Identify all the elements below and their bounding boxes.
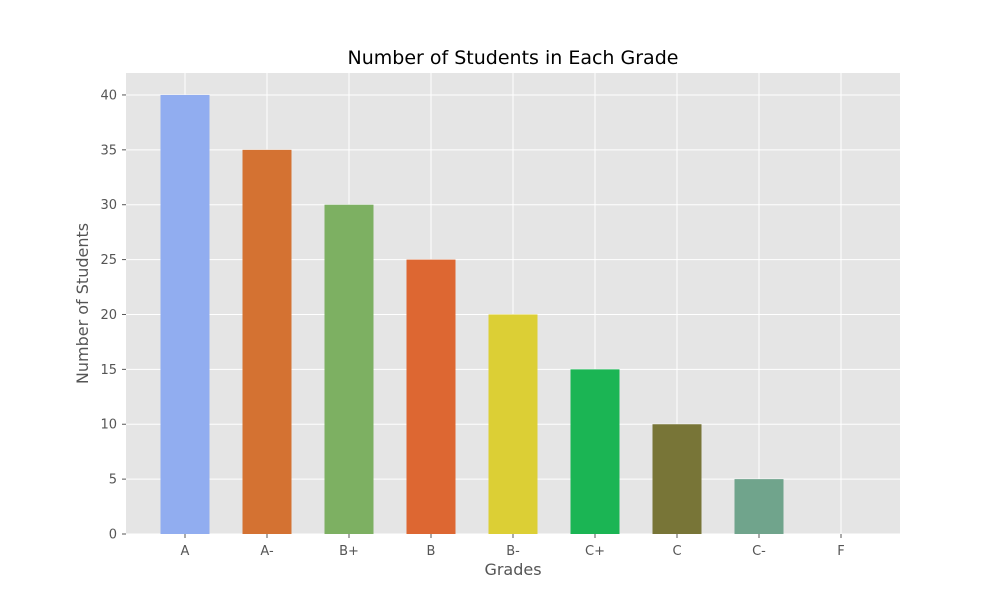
- bar-B+: [324, 204, 374, 534]
- y-tick-label: 20: [100, 308, 117, 323]
- bar-C-: [734, 479, 784, 534]
- x-tick-label: C+: [585, 544, 605, 559]
- bar-C: [652, 424, 702, 534]
- y-tick-label: 40: [100, 88, 117, 103]
- y-tick-label: 0: [109, 528, 117, 543]
- x-axis-label: Grades: [484, 560, 541, 579]
- y-tick-label: 35: [100, 143, 117, 158]
- x-tick-label: B: [427, 544, 436, 559]
- chart-title: Number of Students in Each Grade: [348, 47, 679, 69]
- bar-B: [406, 259, 456, 534]
- x-tick-label: B+: [339, 544, 359, 559]
- y-tick-label: 10: [100, 418, 117, 433]
- x-tick-label: A: [181, 544, 190, 559]
- bar-C+: [570, 369, 620, 534]
- x-tick-label: F: [837, 544, 844, 559]
- bar-A: [160, 94, 210, 534]
- bar-A-: [242, 149, 292, 535]
- bar-B-: [488, 314, 538, 534]
- y-tick-label: 25: [100, 253, 117, 268]
- x-tick-label: C-: [752, 544, 766, 559]
- y-tick-label: 5: [109, 473, 117, 488]
- y-tick-label: 15: [100, 363, 117, 378]
- axis-ticks: 0 5 10 15 20 25 30 35 40 A A- B+ B B- C+ C C- F: [100, 88, 844, 559]
- y-tick-label: 30: [100, 198, 117, 213]
- y-axis-label: Number of Students: [73, 223, 92, 384]
- x-tick-label: B-: [506, 544, 520, 559]
- x-tick-label: C: [672, 544, 681, 559]
- bars: [160, 94, 784, 535]
- x-tick-label: A-: [260, 544, 274, 559]
